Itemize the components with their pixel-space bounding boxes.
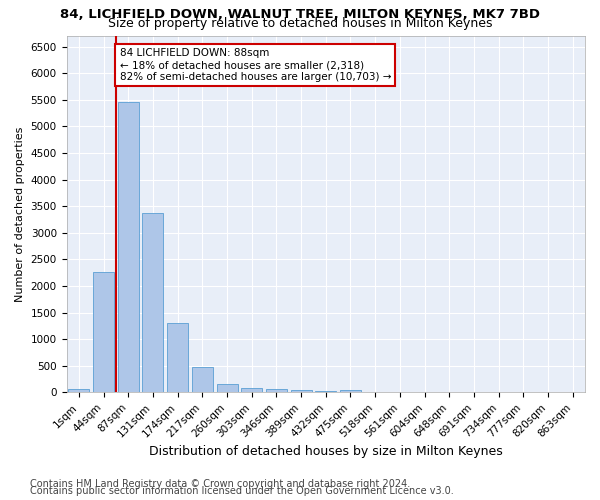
Y-axis label: Number of detached properties: Number of detached properties	[15, 126, 25, 302]
Bar	[217, 384, 238, 392]
Bar	[241, 388, 262, 392]
Bar	[167, 322, 188, 392]
Text: Contains public sector information licensed under the Open Government Licence v3: Contains public sector information licen…	[30, 486, 454, 496]
Bar	[192, 367, 213, 392]
Bar	[93, 272, 114, 392]
Bar	[118, 102, 139, 393]
Text: Size of property relative to detached houses in Milton Keynes: Size of property relative to detached ho…	[108, 18, 492, 30]
Bar	[315, 391, 336, 392]
Bar	[340, 390, 361, 392]
Bar	[142, 212, 163, 392]
Text: Contains HM Land Registry data © Crown copyright and database right 2024.: Contains HM Land Registry data © Crown c…	[30, 479, 410, 489]
Bar	[290, 390, 311, 392]
Bar	[68, 388, 89, 392]
X-axis label: Distribution of detached houses by size in Milton Keynes: Distribution of detached houses by size …	[149, 444, 503, 458]
Bar	[266, 390, 287, 392]
Text: 84, LICHFIELD DOWN, WALNUT TREE, MILTON KEYNES, MK7 7BD: 84, LICHFIELD DOWN, WALNUT TREE, MILTON …	[60, 8, 540, 20]
Text: 84 LICHFIELD DOWN: 88sqm
← 18% of detached houses are smaller (2,318)
82% of sem: 84 LICHFIELD DOWN: 88sqm ← 18% of detach…	[119, 48, 391, 82]
